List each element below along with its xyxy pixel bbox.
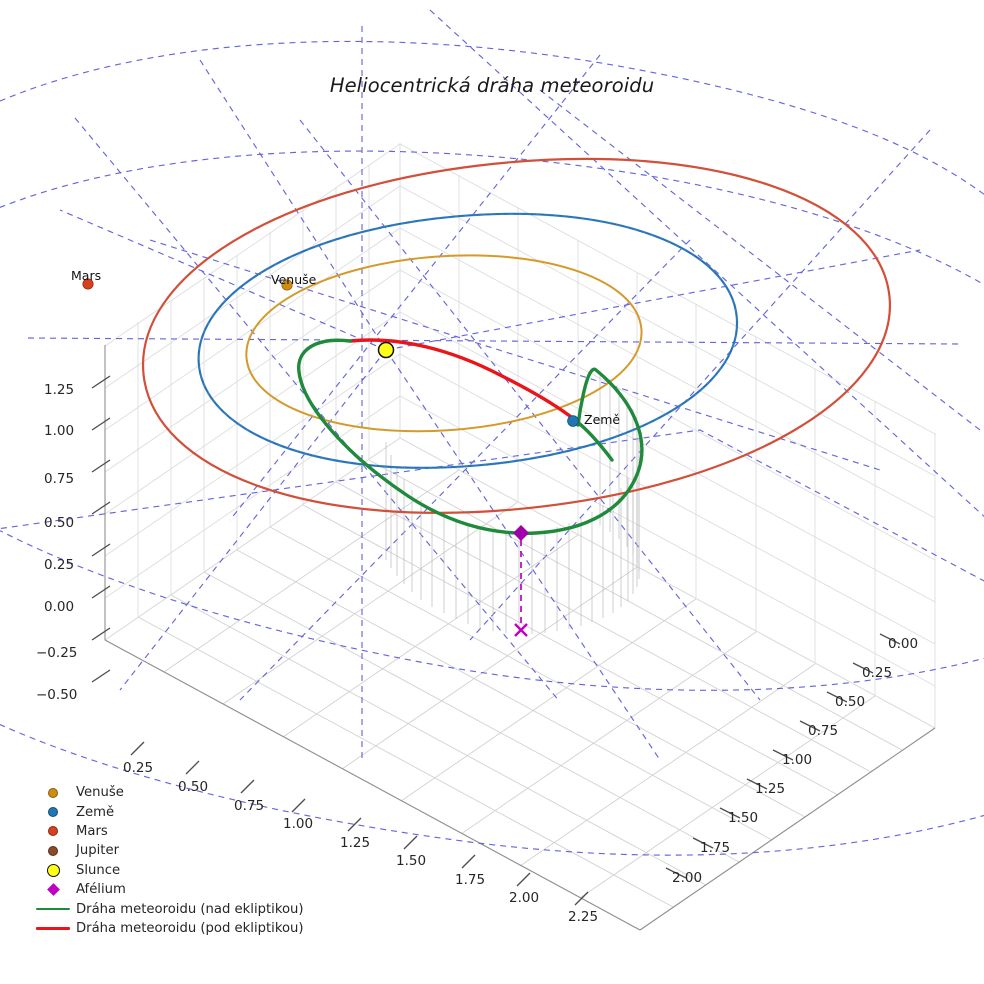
z-axis-tick-label: 0.00: [44, 599, 75, 615]
y-axis-tick-label: 1.50: [728, 810, 759, 826]
planet-dot-icon: [48, 826, 58, 837]
x-axis-tick-label: 1.75: [455, 872, 486, 888]
legend-item-label: Venuše: [76, 785, 124, 801]
legend-item[interactable]: Afélium: [30, 880, 330, 899]
legend-item[interactable]: Slunce: [30, 861, 330, 880]
y-axis-tick-label: 1.00: [782, 752, 813, 768]
y-axis-tick-label: 0.25: [862, 665, 893, 681]
y-axis-tick-label: 0.50: [835, 694, 866, 710]
legend-item[interactable]: Venuše: [30, 783, 330, 802]
orbit-earth-projection: [198, 213, 738, 469]
orbit-mars: [141, 157, 891, 514]
x-axis-tick-label: 1.50: [396, 853, 427, 869]
y-axis-tick-label: 1.75: [700, 840, 731, 856]
orbit-venus: [245, 254, 643, 433]
legend-item[interactable]: Dráha meteoroidu (nad ekliptikou): [30, 899, 330, 918]
sun-icon: [46, 863, 60, 877]
z-axis-tick-label: −0.25: [36, 645, 78, 661]
mars-label: Mars: [71, 268, 102, 283]
aphelion-projection-x: [514, 623, 528, 637]
aphelion-diamond-icon: [46, 883, 60, 897]
y-axis-tick-label: 0.00: [888, 636, 919, 652]
legend-item-label: Jupiter: [76, 843, 119, 859]
z-axis-tick-label: 0.50: [44, 515, 75, 531]
page-title: Heliocentrická dráha meteoroidu: [329, 74, 655, 97]
legend-item-label: Země: [76, 804, 115, 820]
x-axis-tick-label: 2.00: [509, 890, 540, 906]
legend-item-label: Afélium: [76, 882, 126, 898]
legend-item-label: Dráha meteoroidu (pod ekliptikou): [76, 920, 304, 936]
planet-dot-icon: [48, 787, 58, 798]
planet-dot-icon: [48, 845, 58, 856]
legend-item[interactable]: Mars: [30, 822, 330, 841]
trajectory-line-icon: [36, 927, 70, 930]
z-axis-tick-label: 1.25: [44, 382, 75, 398]
trajectory-above-ecliptic: [297, 338, 644, 535]
mars-marker: [82, 278, 94, 290]
legend-item-label: Dráha meteoroidu (nad ekliptikou): [76, 901, 304, 917]
sun-marker: [377, 341, 395, 359]
z-axis-tick-label: −0.50: [36, 687, 78, 703]
legend-item[interactable]: Jupiter: [30, 841, 330, 860]
legend-item-label: Slunce: [76, 862, 121, 878]
venus-label: Venuše: [271, 272, 317, 287]
y-axis-tick-label: 1.25: [755, 781, 786, 797]
z-axis-tick-label: 1.00: [44, 423, 75, 439]
x-axis-tick-label: 0.50: [178, 779, 209, 795]
legend: Venuše Země Mars Jupiter Slunce Afélium Dráha …: [30, 783, 330, 938]
legend-item[interactable]: Země: [30, 802, 330, 821]
x-axis-tick-label: 2.25: [568, 909, 599, 925]
x-axis-tick-label: 0.25: [123, 760, 154, 776]
legend-item[interactable]: Dráha meteoroidu (pod ekliptikou): [30, 919, 330, 938]
venus-marker: [281, 279, 293, 291]
z-axis-tick-label: 0.25: [44, 557, 75, 573]
earth-marker: [567, 415, 579, 427]
legend-item-label: Mars: [76, 823, 108, 839]
y-axis-tick-label: 0.75: [808, 723, 839, 739]
earth-label: Země: [584, 412, 621, 427]
x-axis-tick-label: 0.75: [234, 798, 265, 814]
z-axis-tick-label: 0.75: [44, 471, 75, 487]
planet-dot-icon: [48, 807, 58, 818]
y-axis-tick-label: 2.00: [672, 870, 703, 886]
aphelion-marker: [513, 525, 529, 541]
x-axis-tick-label: 1.00: [283, 816, 314, 832]
trajectory-below-ecliptic: [348, 338, 577, 422]
trajectory-line-icon: [36, 907, 70, 911]
x-axis-tick-label: 1.25: [340, 835, 371, 851]
